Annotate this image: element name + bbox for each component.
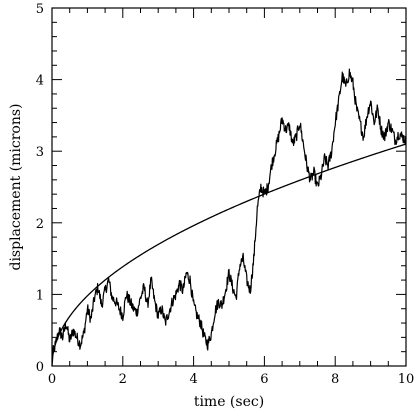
- series-smooth-fit-line: [51, 143, 407, 367]
- x-tick-label: 0: [48, 372, 56, 387]
- y-tick-label: 5: [36, 2, 44, 17]
- x-tick-label: 6: [260, 372, 268, 387]
- y-tick-label: 4: [36, 74, 44, 89]
- y-tick-label: 0: [36, 360, 44, 375]
- axis-tick-labels: 0 2 4 6 8 10 0 1 2 3 4 5: [36, 2, 415, 387]
- x-tick-label: 8: [331, 372, 339, 387]
- series-jagged-trace: [51, 68, 407, 357]
- y-tick-label: 2: [36, 217, 44, 232]
- y-tick-label: 3: [36, 145, 44, 160]
- y-axis-label: displacement (microns): [8, 103, 24, 270]
- plot-frame: [51, 7, 407, 367]
- y-tick-label: 1: [36, 288, 44, 303]
- x-tick-label: 4: [189, 372, 197, 387]
- x-axis-label: time (sec): [194, 394, 264, 410]
- series-layer: [51, 68, 407, 367]
- axis-ticks: [51, 7, 407, 367]
- x-tick-label: 10: [398, 372, 415, 387]
- x-tick-label: 2: [119, 372, 127, 387]
